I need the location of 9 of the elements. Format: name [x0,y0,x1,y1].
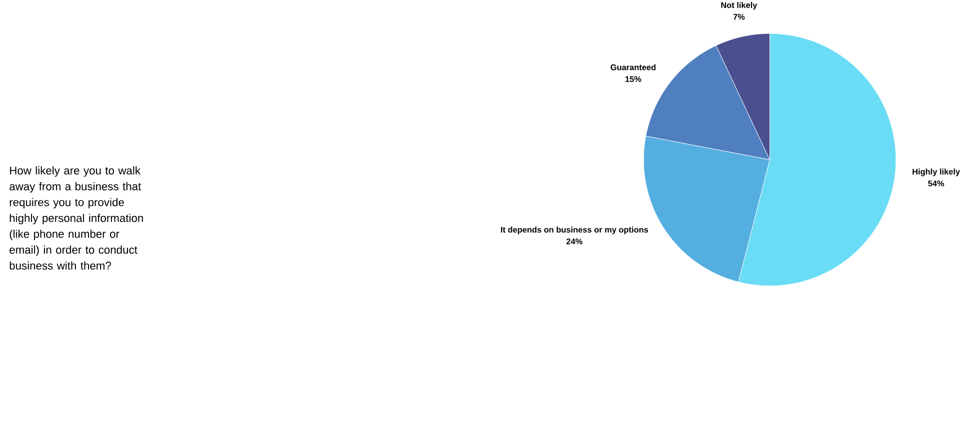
data-label: 24% [566,238,582,244]
slice-label: It depends on business or my options [501,226,648,234]
data-label: 7% [733,14,745,20]
slice-label: Guaranteed [610,64,656,70]
data-label: 15% [625,76,642,82]
slice-label: Highly likely [912,168,960,176]
slice-label: Not likely [721,2,758,10]
text: How likely are you to walk away from a business that requires you to provide highly personal information (like phone number or email) in order to conduct business with them? [10,166,143,270]
data-label: 54% [928,180,944,186]
